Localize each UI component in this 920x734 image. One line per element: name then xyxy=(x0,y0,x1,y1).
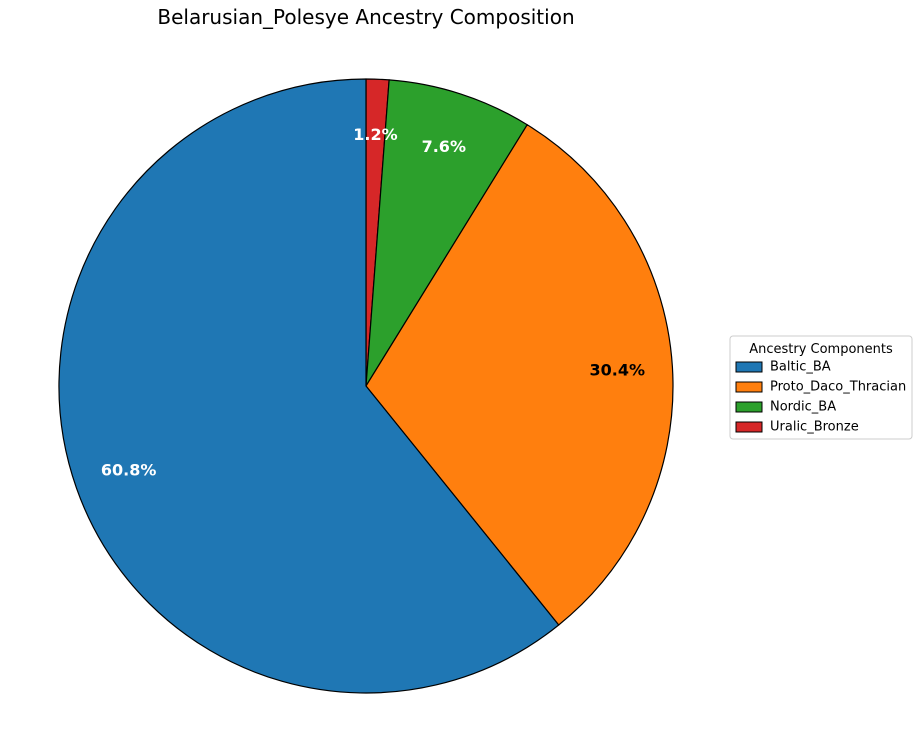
pie-slices xyxy=(58,78,674,694)
legend-label-uralic-bronze: Uralic_Bronze xyxy=(770,420,859,435)
legend-frame xyxy=(729,335,913,440)
slice-label-proto-daco-thracian: 30.4% xyxy=(589,361,645,380)
slice-label-uralic-bronze: 1.2% xyxy=(353,125,397,144)
pie-slice-nordic-ba xyxy=(365,79,528,387)
chart-title: Belarusian_Polesye Ancestry Composition xyxy=(157,5,574,29)
slice-label-baltic-ba: 60.8% xyxy=(101,460,157,479)
pie-slice-baltic-ba xyxy=(58,78,560,694)
legend-entries: Baltic_BA Proto_Daco_Thracian Nordic_BA Ura… xyxy=(735,360,906,435)
legend: Ancestry Components Baltic_BA Proto_Daco_… xyxy=(729,335,913,440)
legend-label-baltic-ba: Baltic_BA xyxy=(770,360,831,375)
slice-label-nordic-ba: 7.6% xyxy=(422,137,466,156)
pie-slice-proto-daco-thracian xyxy=(365,124,674,626)
pie-slice-labels: 1.2% 7.6% 30.4% 60.8% xyxy=(101,125,645,479)
legend-title: Ancestry Components xyxy=(749,342,893,357)
legend-swatch-baltic-ba xyxy=(735,361,763,373)
legend-swatch-nordic-ba xyxy=(735,401,763,413)
legend-swatch-uralic-bronze xyxy=(735,421,763,433)
legend-label-proto-daco-thracian: Proto_Daco_Thracian xyxy=(770,380,906,395)
legend-label-nordic-ba: Nordic_BA xyxy=(770,400,836,415)
legend-swatch-proto-daco-thracian xyxy=(735,381,763,393)
